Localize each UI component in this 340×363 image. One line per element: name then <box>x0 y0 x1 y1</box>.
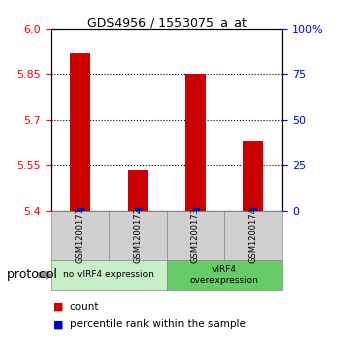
Bar <box>70 53 90 211</box>
Text: GDS4956 / 1553075_a_at: GDS4956 / 1553075_a_at <box>87 16 246 29</box>
Text: protocol: protocol <box>7 269 58 281</box>
Text: GSM1200174: GSM1200174 <box>249 207 258 263</box>
Text: ■: ■ <box>53 302 63 312</box>
Text: vIRF4
overexpression: vIRF4 overexpression <box>190 265 259 285</box>
Text: GSM1200173: GSM1200173 <box>191 207 200 263</box>
Text: count: count <box>70 302 99 312</box>
Text: percentile rank within the sample: percentile rank within the sample <box>70 319 245 329</box>
Text: ■: ■ <box>53 319 63 329</box>
Bar <box>128 170 148 211</box>
Text: no vIRF4 expression: no vIRF4 expression <box>63 270 154 280</box>
Bar <box>185 74 206 211</box>
Bar <box>243 141 264 211</box>
Text: GSM1200171: GSM1200171 <box>75 207 84 263</box>
Text: GSM1200172: GSM1200172 <box>133 207 142 263</box>
